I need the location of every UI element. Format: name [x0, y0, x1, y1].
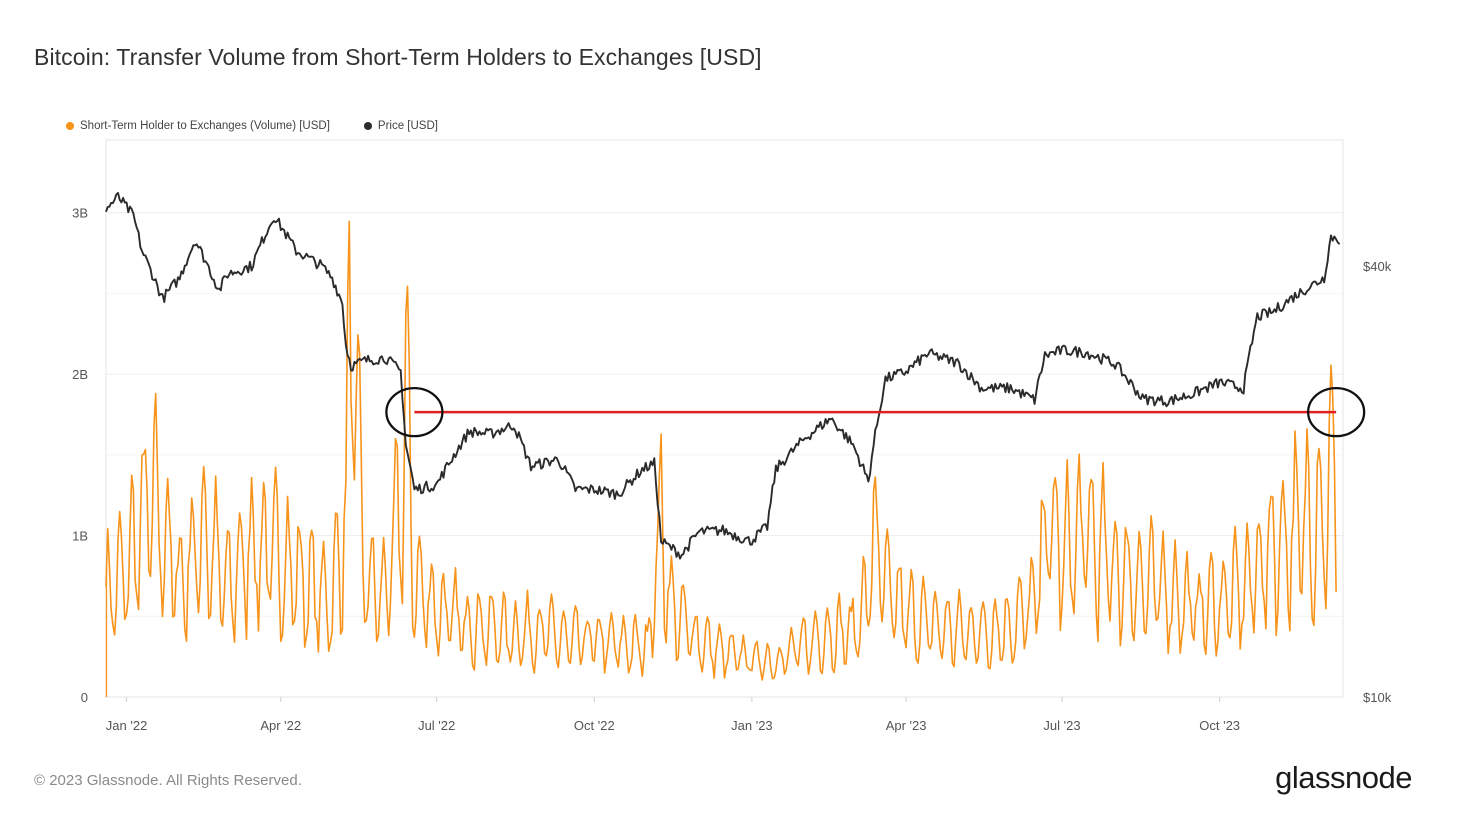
- glassnode-logo[interactable]: glassnode: [1275, 760, 1412, 795]
- annotation-circle-left: [385, 387, 444, 438]
- y-right-tick-label: $10k: [1363, 690, 1392, 705]
- volume-series-line[interactable]: [105, 220, 1337, 681]
- legend-dot-volume: [66, 122, 74, 130]
- legend-dot-price: [363, 122, 372, 130]
- chart-legend: Short-Term Holder to Exchanges (Volume) …: [66, 120, 438, 132]
- annotation-circle-right: [1306, 387, 1366, 438]
- legend-label-price: Price [USD]: [377, 120, 438, 132]
- legend-item-price[interactable]: Price [USD]: [363, 120, 438, 132]
- legend-item-volume[interactable]: Short-Term Holder to Exchanges (Volume) …: [66, 120, 330, 132]
- y-left-tick-label: 0: [81, 690, 88, 705]
- price-series-line[interactable]: [105, 191, 1341, 560]
- x-tick-label: Jan '22: [106, 718, 148, 733]
- y-right-tick-label: $40k: [1363, 259, 1392, 274]
- y-left-tick-label: 2B: [72, 367, 88, 382]
- legend-label-volume: Short-Term Holder to Exchanges (Volume) …: [80, 120, 330, 132]
- y-left-tick-label: 1B: [72, 529, 88, 544]
- x-tick-label: Jan '23: [731, 718, 773, 733]
- copyright-text: © 2023 Glassnode. All Rights Reserved.: [34, 772, 302, 789]
- y-left-tick-label: 3B: [72, 206, 88, 221]
- x-tick-label: Apr '23: [886, 718, 927, 733]
- x-tick-label: Jul '22: [418, 718, 455, 733]
- x-tick-label: Oct '22: [574, 718, 615, 733]
- x-tick-label: Jul '23: [1043, 718, 1080, 733]
- chart-title: Bitcoin: Transfer Volume from Short-Term…: [34, 44, 762, 70]
- x-tick-label: Oct '23: [1199, 718, 1240, 733]
- x-tick-label: Apr '22: [260, 718, 301, 733]
- plot-area: [105, 139, 1344, 698]
